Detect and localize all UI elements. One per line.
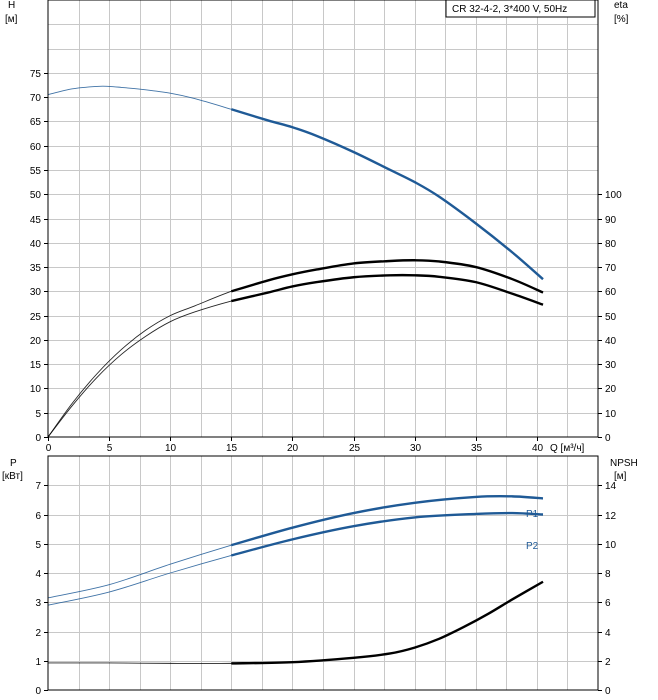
top-series-2-full-line	[47, 274, 544, 438]
top-left-tick-label: 30	[30, 287, 42, 298]
top-left-tick-label: 40	[30, 239, 42, 250]
bottom-right-tick-label: 12	[605, 511, 617, 522]
top-left-tick-label: 10	[30, 384, 42, 395]
top-right-tick-label: 60	[605, 287, 617, 298]
top-left-tick-label: 70	[30, 93, 42, 104]
series-label-p1: P1	[526, 509, 539, 520]
bottom-series-2-full-line	[47, 581, 544, 664]
bottom-left-tick-label: 6	[35, 511, 41, 522]
bottom-right-tick-label: 6	[605, 598, 611, 609]
bottom-left-tick-label: 7	[35, 481, 41, 492]
top-right-tick-label: 40	[605, 336, 617, 347]
bottom-left-tick-label: 1	[35, 657, 41, 668]
eta-axis-unit: [%]	[614, 14, 629, 25]
bottom-left-tick-label: 0	[35, 686, 41, 697]
npsh-axis-label: NPSH	[610, 458, 638, 469]
bottom-left-tick-label: 2	[35, 628, 41, 639]
bottom-series-0-operating-line	[230, 494, 544, 547]
top-left-tick-label: 25	[30, 312, 42, 323]
top-left-tick-label: 45	[30, 215, 42, 226]
top-left-tick-label: 60	[30, 142, 42, 153]
top-left-tick-label: 75	[30, 69, 42, 80]
top-left-tick-label: 50	[30, 190, 42, 201]
bottom-right-tick-label: 4	[605, 628, 611, 639]
bottom-right-tick-label: 14	[605, 481, 617, 492]
top-right-tick-label: 80	[605, 239, 617, 250]
top-left-tick-label: 15	[30, 360, 42, 371]
x-tick-label: 30	[410, 443, 422, 454]
bottom-right-tick-label: 0	[605, 686, 611, 697]
top-left-tick-label: 65	[30, 117, 42, 128]
bottom-right-tick-label: 10	[605, 540, 617, 551]
head-axis-label: H	[8, 0, 15, 11]
chart-title: CR 32-4-2, 3*400 V, 50Hz	[452, 4, 567, 15]
bottom-left-tick-label: 4	[35, 569, 41, 580]
bottom-chart-grid	[48, 456, 598, 690]
top-left-tick-label: 55	[30, 166, 42, 177]
top-right-tick-label: 30	[605, 360, 617, 371]
top-left-tick-label: 5	[35, 409, 41, 420]
x-tick-label: 25	[349, 443, 361, 454]
x-tick-label: 5	[107, 443, 113, 454]
bottom-right-tick-label: 8	[605, 569, 611, 580]
x-tick-label: 40	[532, 443, 544, 454]
bottom-series-0-full-line	[47, 495, 544, 599]
top-series-0-full-line	[47, 85, 544, 280]
top-chart-frame	[47, 0, 599, 438]
x-tick-label: 0	[46, 443, 52, 454]
top-left-tick-label: 0	[35, 433, 41, 444]
bottom-left-tick-label: 5	[35, 540, 41, 551]
top-left-tick-label: 20	[30, 336, 42, 347]
top-right-tick-label: 70	[605, 263, 617, 274]
top-series-2-operating-line	[231, 273, 544, 306]
power-axis-unit: [кВт]	[2, 471, 23, 482]
top-right-tick-label: 0	[605, 433, 611, 444]
head-axis-unit: [м]	[5, 14, 18, 25]
bottom-chart-frame	[47, 455, 599, 691]
title-box	[445, 0, 596, 18]
curves	[47, 85, 544, 665]
top-series-0-operating-line	[230, 108, 544, 281]
x-tick-label: 35	[471, 443, 483, 454]
tick-labels: 0510152025303540455055606570750102030405…	[30, 69, 622, 697]
top-chart-grid	[48, 0, 598, 437]
eta-axis-label: eta	[614, 0, 628, 11]
power-axis-label: P	[10, 458, 17, 469]
top-right-tick-label: 20	[605, 384, 617, 395]
series-label-p2: P2	[526, 541, 539, 552]
bottom-series-1-operating-line	[231, 511, 544, 557]
bottom-series-2-operating-line	[231, 580, 544, 665]
top-right-tick-label: 50	[605, 312, 617, 323]
top-left-tick-label: 35	[30, 263, 42, 274]
x-tick-label: 10	[165, 443, 177, 454]
bottom-left-tick-label: 3	[35, 598, 41, 609]
top-series-1-operating-line	[230, 259, 544, 294]
x-tick-label: 15	[226, 443, 238, 454]
bottom-right-tick-label: 2	[605, 657, 611, 668]
top-right-tick-label: 10	[605, 409, 617, 420]
top-right-tick-label: 90	[605, 215, 617, 226]
x-tick-label: 20	[287, 443, 299, 454]
npsh-axis-unit: [м]	[614, 471, 627, 482]
flow-axis-label: Q [м³/ч]	[550, 443, 585, 454]
top-right-tick-label: 100	[605, 190, 622, 201]
